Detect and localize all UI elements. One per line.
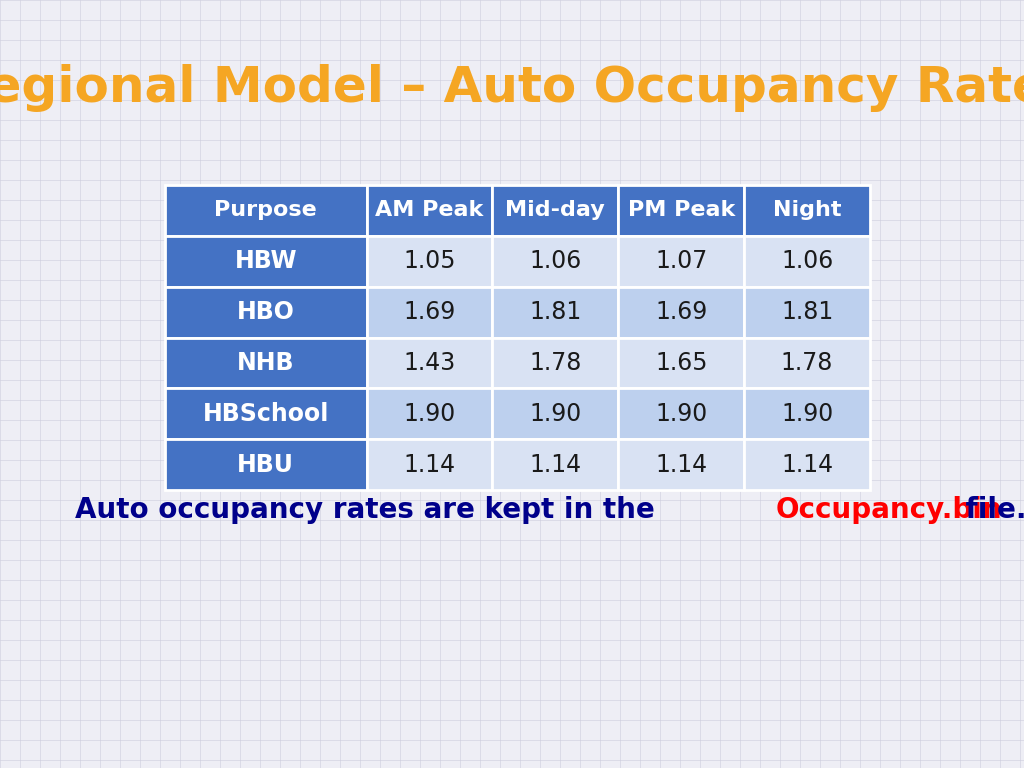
Bar [744, 337, 870, 389]
Text: PM Peak: PM Peak [628, 200, 735, 220]
Text: 1.90: 1.90 [781, 402, 834, 425]
Text: 1.90: 1.90 [529, 402, 582, 425]
Text: HBW: HBW [234, 250, 297, 273]
Text: AM Peak: AM Peak [376, 200, 483, 220]
Bar [165, 236, 367, 286]
Bar [165, 286, 367, 337]
Bar [618, 337, 744, 389]
Bar [165, 389, 367, 439]
Text: 1.06: 1.06 [529, 250, 582, 273]
Text: 1.81: 1.81 [781, 300, 834, 324]
Bar [367, 389, 493, 439]
Bar [367, 286, 493, 337]
Text: HBSchool: HBSchool [203, 402, 329, 425]
Bar [493, 389, 618, 439]
Bar [744, 439, 870, 490]
Bar [165, 185, 367, 236]
Bar [493, 236, 618, 286]
Text: Regional Model – Auto Occupancy Rates: Regional Model – Auto Occupancy Rates [0, 64, 1024, 112]
Text: HBO: HBO [237, 300, 295, 324]
Bar [618, 439, 744, 490]
Bar [493, 439, 618, 490]
Text: 1.07: 1.07 [655, 250, 708, 273]
Bar [744, 286, 870, 337]
Text: 1.14: 1.14 [655, 452, 708, 477]
Text: 1.14: 1.14 [403, 452, 456, 477]
Text: Night: Night [773, 200, 842, 220]
Bar [493, 185, 618, 236]
Text: HBU: HBU [238, 452, 294, 477]
Text: Occupancy.bin: Occupancy.bin [775, 496, 1002, 524]
Text: 1.14: 1.14 [529, 452, 582, 477]
Text: Auto occupancy rates are kept in the: Auto occupancy rates are kept in the [75, 496, 665, 524]
Text: Purpose: Purpose [214, 200, 317, 220]
Bar [744, 185, 870, 236]
Bar [618, 389, 744, 439]
Text: file.: file. [955, 496, 1024, 524]
Bar [618, 286, 744, 337]
Text: 1.65: 1.65 [655, 351, 708, 375]
Bar [367, 185, 493, 236]
Bar [618, 185, 744, 236]
Text: 1.14: 1.14 [781, 452, 834, 477]
Text: 1.43: 1.43 [403, 351, 456, 375]
Bar [367, 439, 493, 490]
Bar [744, 236, 870, 286]
Text: 1.78: 1.78 [529, 351, 582, 375]
Bar [165, 337, 367, 389]
Bar [367, 337, 493, 389]
Bar [493, 286, 618, 337]
Text: 1.69: 1.69 [655, 300, 708, 324]
Text: 1.05: 1.05 [403, 250, 456, 273]
Text: Mid-day: Mid-day [506, 200, 605, 220]
Text: 1.69: 1.69 [403, 300, 456, 324]
Bar [493, 337, 618, 389]
Bar [165, 439, 367, 490]
Bar [618, 236, 744, 286]
Text: 1.78: 1.78 [781, 351, 834, 375]
Bar [367, 236, 493, 286]
Text: 1.81: 1.81 [529, 300, 582, 324]
Text: 1.06: 1.06 [781, 250, 834, 273]
Text: NHB: NHB [237, 351, 295, 375]
Text: 1.90: 1.90 [655, 402, 708, 425]
Text: 1.90: 1.90 [403, 402, 456, 425]
Bar [744, 389, 870, 439]
